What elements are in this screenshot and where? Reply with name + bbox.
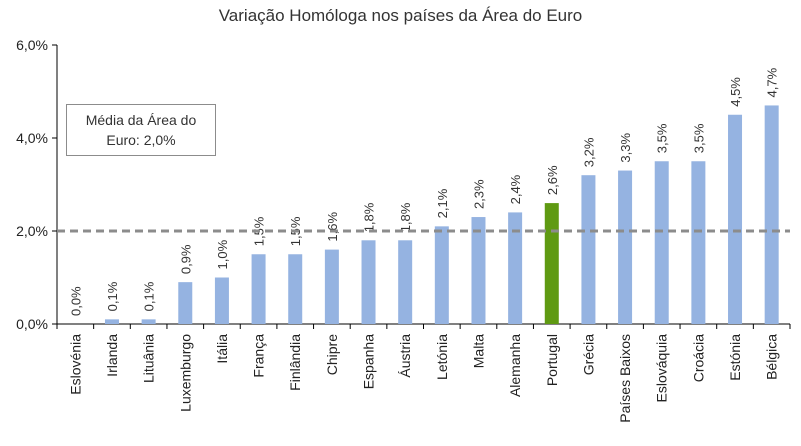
data-label: 2,4%	[508, 174, 523, 204]
data-label: 4,5%	[728, 77, 743, 107]
average-annotation: Média da Área do Euro: 2,0%	[66, 104, 216, 156]
category-label: Letónia	[434, 334, 450, 380]
category-label: Países Baixos	[617, 334, 633, 423]
category-label: Áustria	[397, 334, 413, 378]
category-label: Irlanda	[104, 334, 120, 377]
category-label: Eslovénia	[67, 334, 83, 395]
data-label: 3,5%	[655, 123, 670, 153]
category-label: Lituânia	[141, 334, 157, 383]
bar	[508, 212, 523, 324]
category-label: Luxemburgo	[177, 334, 193, 412]
data-label: 2,1%	[435, 188, 450, 218]
data-label: 3,5%	[691, 123, 706, 153]
bar	[141, 319, 156, 324]
bar	[654, 161, 669, 324]
bar	[764, 105, 779, 324]
category-label: França	[251, 334, 267, 378]
bar	[288, 254, 303, 324]
data-label: 0,1%	[142, 281, 157, 311]
chart-title: Variação Homóloga nos países da Área do …	[218, 6, 583, 25]
data-label: 2,3%	[471, 179, 486, 209]
data-label: 3,3%	[618, 132, 633, 162]
data-label: 1,0%	[215, 239, 230, 269]
category-label: Croácia	[690, 334, 706, 382]
bar	[544, 203, 559, 324]
data-label: 1,8%	[398, 202, 413, 232]
category-label: Grécia	[580, 334, 596, 375]
data-label: 0,0%	[68, 286, 83, 316]
bar	[251, 254, 266, 324]
data-label: 0,9%	[178, 244, 193, 274]
y-tick-label: 2,0%	[16, 223, 48, 239]
category-label: Eslováquia	[654, 334, 670, 403]
y-tick-label: 0,0%	[16, 316, 48, 332]
y-tick-label: 4,0%	[16, 130, 48, 146]
bar	[324, 249, 339, 324]
bar	[434, 226, 449, 324]
category-label: Chipre	[324, 334, 340, 375]
category-label: Bélgica	[764, 334, 780, 380]
bar	[178, 282, 193, 324]
data-label: 3,2%	[581, 137, 596, 167]
data-label: 4,7%	[765, 67, 780, 97]
y-tick-label: 6,0%	[16, 37, 48, 53]
category-label: Itália	[214, 334, 230, 364]
category-label: Estónia	[727, 334, 743, 381]
bar	[728, 114, 743, 324]
bar	[104, 319, 119, 324]
bar	[691, 161, 706, 324]
data-label: 1,6%	[325, 212, 340, 242]
bar	[581, 175, 596, 324]
data-label: 0,1%	[105, 281, 120, 311]
bar	[471, 217, 486, 324]
bar	[618, 170, 633, 324]
category-label: Finlândia	[287, 334, 303, 391]
category-label: Portugal	[544, 334, 560, 386]
bar	[214, 277, 229, 324]
category-label: Espanha	[361, 334, 377, 389]
category-label: Alemanha	[507, 334, 523, 397]
data-label: 2,6%	[545, 165, 560, 195]
bar	[398, 240, 413, 324]
bar	[361, 240, 376, 324]
data-label: 1,8%	[362, 202, 377, 232]
category-label: Malta	[470, 334, 486, 368]
